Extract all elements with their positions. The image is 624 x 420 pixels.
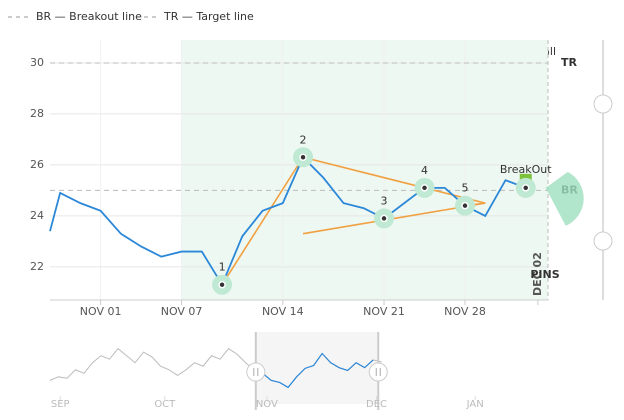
breakout-point [521,184,530,192]
pattern-point-label: 1 [219,261,226,274]
navigator-selection [255,332,379,404]
y-tick-label: 26 [30,158,44,171]
level-label: TR [561,56,578,69]
highlight-zone [181,40,548,300]
breakout-label: BreakOut [500,163,552,176]
legend-label: BR — Breakout line [36,10,142,23]
scroll-handle[interactable] [593,94,613,114]
navigator: SEP OCT NOV DEC JAN [49,332,484,410]
x-tick-label: DEC 02 [531,252,544,296]
navigator-tick-label: OCT [154,399,176,410]
y-tick-label: 30 [30,56,44,69]
x-tick-label: NOV 07 [161,305,203,318]
pattern-point [218,280,226,289]
pattern-point [420,184,429,192]
legend-label: TR — Target line [163,10,254,23]
navigator-handle[interactable] [246,362,266,382]
navigator-tick-label: SEP [51,399,70,410]
x-tick-label: NOV 01 [80,305,122,318]
navigator-tick-label: NOV [256,399,278,410]
breakout-fan [545,171,584,226]
navigator-selected-line [262,352,374,389]
y-tick-label: 22 [30,260,44,273]
pattern-point-label: 3 [381,194,388,207]
pattern-point-label: 5 [462,182,469,195]
y-tick-label: 28 [30,107,44,120]
y-tick-label: 24 [30,209,44,222]
x-tick-label: NOV 28 [444,305,486,318]
pattern-point [380,214,388,223]
pattern-line [302,156,486,204]
pattern-point [299,153,307,162]
pattern-line [221,156,304,286]
x-tick-label: NOV 14 [262,305,304,318]
scroll-handle[interactable] [593,231,613,251]
pattern-line [302,202,486,235]
pattern-point-label: 4 [421,164,428,177]
navigator-tick-label: DEC [366,399,387,410]
navigator-tick-label: JAN [466,399,484,410]
pattern-point-label: 2 [300,133,307,146]
x-tick-label: NOV 21 [363,305,405,318]
pattern-point [461,201,469,210]
navigator-handle[interactable] [368,362,388,382]
watermark: PINS [530,268,559,281]
price-line [49,155,527,287]
